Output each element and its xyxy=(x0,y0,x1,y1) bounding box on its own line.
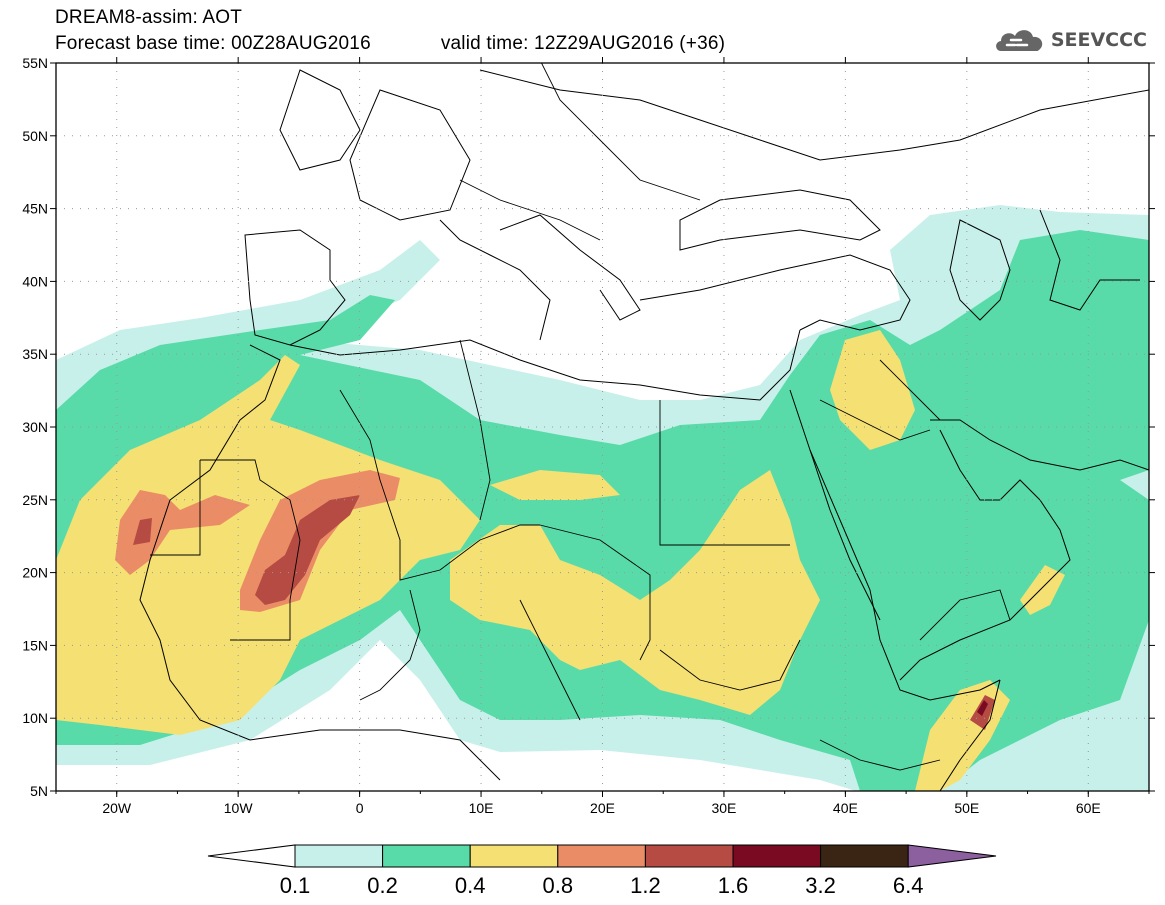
lat-label: 15N xyxy=(22,637,48,653)
colorbar-label: 3.2 xyxy=(805,873,836,898)
lon-label: 10E xyxy=(469,800,494,816)
colorbar-segment xyxy=(732,844,822,868)
lon-label: 10W xyxy=(224,800,254,816)
map-subtitle: Forecast base time: 00Z28AUG2016 valid ti… xyxy=(55,34,725,54)
lon-label: 20E xyxy=(590,800,615,816)
lon-label: 50E xyxy=(954,800,979,816)
colorbar-label: 0.2 xyxy=(367,873,398,898)
colorbar-segment xyxy=(820,844,909,868)
colorbar-segment xyxy=(557,844,646,868)
lat-label: 30N xyxy=(22,419,48,435)
aot-band-1.2-west xyxy=(133,518,152,545)
colorbar-segment xyxy=(382,844,471,868)
aot-band-0.4-arabia xyxy=(830,330,915,450)
lon-label: 0 xyxy=(356,800,364,816)
lat-label: 5N xyxy=(30,783,48,799)
colorbar-label: 0.8 xyxy=(543,873,574,898)
country-borders xyxy=(150,63,1011,771)
aot-band-0.4-central xyxy=(450,470,820,715)
lon-label: 20W xyxy=(102,800,132,816)
colorbar-segment xyxy=(469,844,559,868)
lat-label: 45N xyxy=(22,201,48,217)
lon-label: 40E xyxy=(833,800,858,816)
aot-field xyxy=(56,63,1149,791)
base-time-label: Forecast base time: 00Z28AUG2016 xyxy=(55,33,371,54)
colorbar-left-triangle xyxy=(207,844,296,868)
colorbar-label: 0.4 xyxy=(455,873,486,898)
axis-ticks xyxy=(50,57,1155,797)
lat-label: 20N xyxy=(22,565,48,581)
aot-band-0.4-oman xyxy=(1020,565,1065,615)
valid-time-label: valid time: 12Z29AUG2016 (+36) xyxy=(440,33,726,54)
cloud-icon xyxy=(995,30,1043,51)
lon-label: 60E xyxy=(1076,800,1101,816)
aot-band-1.6-somalia xyxy=(977,700,988,716)
colorbar-label: 1.6 xyxy=(718,873,749,898)
colorbar-segment xyxy=(644,844,734,868)
colorbar-label: 0.1 xyxy=(280,873,311,898)
colorbar: 0.1 0.2 0.4 0.8 1.2 1.6 3.2 6.4 xyxy=(207,844,997,898)
aot-band-1.2 xyxy=(255,495,360,605)
colorbar-segment xyxy=(294,844,384,868)
colorbar-label: 6.4 xyxy=(893,873,924,898)
lat-label: 40N xyxy=(22,273,48,289)
lat-label: 10N xyxy=(22,710,48,726)
aot-band-0.4-libya xyxy=(490,470,620,500)
coastlines xyxy=(139,69,1149,791)
map-title: DREAM8-assim: AOT xyxy=(55,7,243,28)
colorbar-right-triangle xyxy=(907,844,997,868)
lat-label: 35N xyxy=(22,346,48,362)
logo-text: SEEVCCC xyxy=(1050,29,1147,51)
lon-label: 30E xyxy=(711,800,736,816)
lon-axis: 20W 10W 0 10E 20E 30E 40E 50E 60E xyxy=(102,800,1100,816)
lat-label: 25N xyxy=(22,492,48,508)
colorbar-label: 1.2 xyxy=(630,873,661,898)
lat-label: 55N xyxy=(22,55,48,71)
seevccc-logo: SEEVCCC xyxy=(993,24,1147,56)
lat-label: 50N xyxy=(22,128,48,144)
lat-axis: 55N 50N 45N 40N 35N 30N 25N 20N 15N 10N 5N xyxy=(22,55,48,799)
aot-band-0.8 xyxy=(115,490,250,575)
